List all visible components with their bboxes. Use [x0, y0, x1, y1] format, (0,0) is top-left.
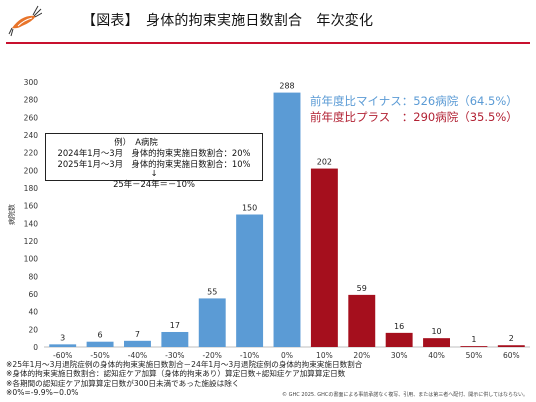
note-2: ※身体的拘束実施日数割合：認知症ケア加算（身体的拘束あり）算定日数÷認知症ケア加… [6, 369, 346, 379]
y-tick-label: 180 [24, 184, 39, 193]
bar-value-label: 202 [317, 158, 332, 167]
bar [310, 168, 338, 347]
x-tick-label: 0% [281, 351, 293, 360]
bar-value-label: 3 [60, 333, 65, 342]
bar [423, 338, 450, 347]
bar-value-label: 55 [207, 287, 217, 296]
y-tick-label: 200 [24, 166, 39, 175]
bar-value-label: 10 [431, 327, 441, 336]
bar-chart: 0 20 40 60 80 100 120 140 160 180 200 220 240 260 280 3… [7, 78, 530, 360]
example-arrow: ↓ [150, 168, 158, 178]
bar [49, 344, 77, 347]
bar-value-label: 2 [509, 334, 514, 343]
legend-plus: 前年度比プラス ：290病院（35.5%） [310, 110, 518, 124]
x-tick-label: -10% [240, 351, 259, 360]
bar-value-label: 288 [279, 82, 294, 91]
example-title: 例） A病院 [114, 137, 158, 147]
y-tick-label: 160 [24, 202, 39, 211]
y-tick-label: 100 [24, 255, 39, 264]
bar [161, 331, 189, 347]
bar-value-label: 17 [170, 321, 180, 330]
note-3: ※各期間の認知症ケア加算算定日数が300日未満であった施設は除く [6, 378, 240, 388]
bar [273, 92, 301, 347]
x-tick-label: -20% [203, 351, 222, 360]
x-tick-label: 40% [428, 351, 445, 360]
y-tick-label: 280 [24, 96, 39, 105]
x-tick-label: 60% [503, 351, 520, 360]
copyright: © GHC 2025. GHCの書面による事前承諾なく複写、引用、または第三者へ… [282, 392, 528, 398]
bar-value-label: 1 [471, 335, 476, 344]
bar [348, 294, 376, 347]
bar-value-label: 7 [135, 330, 140, 339]
example-2025: 2025年1月～3月 身体的拘束実施日数割合：10% [57, 159, 251, 169]
note-4: ※0%=-9.9%~0.0% [6, 388, 79, 398]
x-tick-label: 30% [391, 351, 408, 360]
x-tick-label: -60% [53, 351, 72, 360]
header: 【図表】 身体的拘束実施日数割合 年次変化 [0, 0, 536, 46]
x-tick-label: -30% [165, 351, 184, 360]
example-formula: 25年－24年＝－10% [113, 179, 195, 189]
y-tick-label: 20 [28, 325, 38, 334]
x-tick-label: -50% [90, 351, 109, 360]
note-1: ※25年1月～3月退院症例の身体的拘束実施日数割合－24年1月～3月退院症例の身… [6, 360, 363, 369]
legend-minus: 前年度比マイナス：526病院（64.5%） [310, 94, 518, 108]
bar-value-label: 150 [242, 204, 257, 213]
y-axis-label: 病院数 [7, 204, 16, 225]
notes: ※25年1月～3月退院症例の身体的拘束実施日数割合－24年1月～3月退院症例の身… [6, 360, 362, 398]
x-tick-label: 10% [316, 351, 333, 360]
x-tick-label: 20% [353, 351, 370, 360]
bar [124, 340, 151, 347]
y-tick-label: 40 [28, 308, 38, 317]
y-tick-label: 60 [28, 290, 38, 299]
bar [460, 346, 488, 347]
bar [198, 298, 226, 347]
bar-value-label: 16 [394, 322, 404, 331]
y-tick-label: 220 [24, 149, 39, 158]
bar [385, 332, 413, 347]
x-tick-label: -40% [128, 351, 147, 360]
y-tick-label: 80 [28, 272, 38, 281]
bar [236, 214, 264, 347]
y-tick-label: 140 [24, 219, 39, 228]
bar [86, 341, 114, 347]
y-tick-label: 240 [24, 131, 39, 140]
header-rule [6, 42, 530, 44]
page-title: 【図表】 身体的拘束実施日数割合 年次変化 [82, 13, 374, 29]
bar-value-label: 6 [98, 331, 103, 340]
y-tick-label: 260 [24, 113, 39, 122]
shrimp-logo-icon [8, 5, 42, 37]
bar [497, 345, 525, 347]
y-tick-label: 300 [24, 78, 39, 87]
bar-value-label: 59 [357, 284, 367, 293]
example-2024: 2024年1月～3月 身体的拘束実施日数割合：20% [57, 148, 251, 158]
example-box: 例） A病院 2024年1月～3月 身体的拘束実施日数割合：20% 2025年1… [45, 133, 263, 181]
x-tick-label: 50% [466, 351, 483, 360]
y-tick-label: 0 [33, 343, 38, 352]
y-tick-label: 120 [24, 237, 39, 246]
